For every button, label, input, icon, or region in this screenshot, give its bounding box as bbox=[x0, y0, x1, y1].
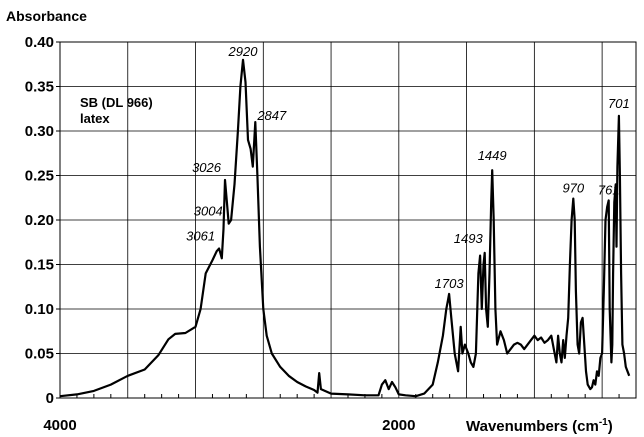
y-tick-label: 0.05 bbox=[25, 346, 54, 363]
peak-label: 3061 bbox=[186, 228, 215, 243]
x-axis-title: Wavenumbers (cm-1) bbox=[466, 417, 613, 435]
peak-label: 1703 bbox=[435, 276, 465, 291]
x-axis-title-main: Wavenumbers (cm bbox=[466, 418, 599, 435]
peak-label: 3004 bbox=[194, 204, 223, 219]
sample-label-line-1: SB (DL 966) bbox=[80, 95, 153, 110]
peak-label: 2920 bbox=[228, 44, 259, 59]
peak-label: 1493 bbox=[454, 231, 484, 246]
peak-label: 701 bbox=[608, 96, 630, 111]
y-tick-label: 0 bbox=[46, 390, 54, 407]
sample-label-line-2: latex bbox=[80, 111, 110, 126]
y-tick-label: 0.15 bbox=[25, 257, 54, 274]
x-axis-title-sup: -1 bbox=[599, 417, 608, 428]
y-tick-label: 0.30 bbox=[25, 123, 54, 140]
peak-label: 3026 bbox=[192, 160, 222, 175]
x-tick-label: 2000 bbox=[382, 417, 415, 434]
y-axis-title: Absorbance bbox=[6, 8, 87, 24]
peak-label: 970 bbox=[562, 181, 584, 196]
peak-label: 761 bbox=[598, 182, 620, 197]
x-axis-title-close: ) bbox=[608, 418, 613, 435]
y-tick-label: 0.20 bbox=[25, 212, 54, 229]
y-axis: 0.40 0.35 0.30 0.25 0.20 0.15 0.10 0.05 0 bbox=[25, 34, 60, 407]
y-tick-label: 0.10 bbox=[25, 301, 54, 318]
peak-labels: 2920 2847 3026 3004 3061 1703 1493 1449 970 761 70… bbox=[186, 44, 630, 291]
spectrum-line bbox=[59, 58, 631, 398]
grid bbox=[60, 42, 636, 398]
y-tick-label: 0.35 bbox=[25, 79, 54, 96]
y-tick-label: 0.25 bbox=[25, 168, 54, 185]
x-tick-label: 4000 bbox=[43, 417, 76, 434]
sample-label: SB (DL 966) latex bbox=[80, 95, 156, 126]
peak-label: 2847 bbox=[256, 108, 287, 123]
y-tick-label: 0.40 bbox=[25, 34, 54, 51]
peak-label: 1449 bbox=[478, 148, 507, 163]
